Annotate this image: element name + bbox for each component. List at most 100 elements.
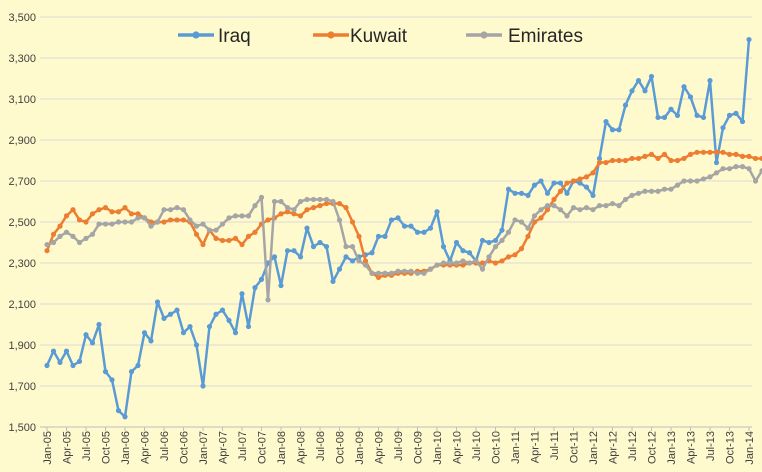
data-point-emirates [349,244,356,250]
data-point-emirates [473,258,479,264]
data-point-kuwait [232,235,239,241]
data-point-emirates [616,203,622,209]
data-point-kuwait [707,149,713,155]
x-tick-label: Apr-05 [62,431,74,464]
data-point-kuwait [50,231,57,237]
data-point-kuwait [460,262,466,268]
x-tick-label: Jan-12 [588,431,600,465]
x-tick-label: Apr-06 [140,431,152,464]
data-point-emirates [141,215,148,221]
data-point-emirates [538,207,544,213]
data-point-kuwait [89,211,96,217]
data-point-iraq [427,225,434,231]
data-point-emirates [603,203,609,209]
x-tick-label: Jan-06 [120,431,132,465]
data-point-iraq [349,258,356,264]
data-point-emirates [661,186,668,192]
data-point-emirates [76,239,83,246]
data-point-kuwait [219,237,226,244]
data-point-iraq [726,112,733,118]
data-point-emirates [161,207,167,213]
data-point-emirates [577,207,583,213]
data-point-kuwait [349,219,356,225]
data-point-emirates [89,231,96,237]
data-point-emirates [629,192,635,198]
data-point-emirates [707,174,713,180]
data-point-iraq [557,180,564,186]
x-tick-label: Jan-08 [276,431,288,465]
data-point-emirates [193,223,200,229]
data-point-emirates [655,188,661,194]
data-point-emirates [583,205,590,211]
data-point-kuwait [746,153,752,159]
data-point-kuwait [681,155,687,162]
data-point-emirates [369,270,375,276]
data-point-kuwait [518,246,525,252]
legend-item-kuwait: Kuwait [313,26,408,47]
data-point-iraq [245,323,252,330]
data-point-emirates [245,213,252,219]
data-point-emirates [460,258,466,264]
data-point-emirates [232,213,239,219]
data-point-iraq [109,377,115,383]
data-point-kuwait [655,155,661,162]
series-emirates [44,164,762,303]
data-point-emirates [525,225,531,231]
data-point-iraq [544,190,551,196]
data-point-iraq [193,342,200,348]
data-point-emirates [154,219,161,225]
data-point-emirates [343,244,349,250]
x-tick-label: Jan-05 [42,431,54,465]
data-point-iraq [538,178,544,184]
data-point-iraq [63,348,70,354]
data-point-kuwait [193,231,200,237]
data-point-iraq [317,239,323,246]
data-point-emirates [388,270,395,276]
data-point-emirates [50,239,57,246]
x-tick-label: Jul-11 [549,431,561,460]
x-tick-label: Jul-10 [471,431,483,461]
x-tick-label: Jul-07 [237,431,249,461]
x-axis-tick-labels: Jan-05 Apr-05 Jul-05 Oct-05 Jan-06 Apr-06 Jul-… [42,427,756,465]
data-point-iraq [57,359,63,366]
data-point-kuwait [726,151,733,157]
data-point-emirates [102,221,109,227]
data-point-iraq [206,323,213,330]
data-point-emirates [479,266,486,272]
data-point-kuwait [122,205,128,211]
data-point-kuwait [226,237,232,244]
data-point-emirates [226,215,232,221]
data-point-kuwait [297,213,304,219]
data-point-iraq [174,307,180,313]
data-point-iraq [414,229,421,235]
data-point-emirates [356,258,362,264]
y-axis-tick-labels: 1,500 1,700 1,900 2,100 2,300 2,500 2,700 2,900… [8,12,36,434]
data-point-iraq [252,285,258,291]
data-point-kuwait [583,174,590,180]
data-point-emirates [304,196,310,203]
data-point-emirates [310,196,317,203]
legend-item-iraq: Iraq [178,26,251,47]
data-point-kuwait [356,233,362,239]
data-point-emirates [434,262,440,268]
data-point-iraq [141,330,148,336]
data-point-emirates [674,182,681,188]
y-tick-label: 1,700 [8,381,36,393]
data-point-emirates [564,213,570,219]
data-point-iraq [271,254,278,260]
x-tick-label: Apr-09 [374,431,386,464]
data-point-emirates [375,270,382,276]
data-point-iraq [401,223,408,229]
data-point-kuwait [362,258,369,264]
data-point-kuwait [317,203,323,209]
data-point-kuwait [239,241,245,248]
y-tick-label: 2,300 [8,258,36,270]
y-tick-label: 3,100 [8,94,36,106]
data-point-iraq [161,315,167,321]
data-point-iraq [89,340,96,346]
data-point-iraq [382,233,388,239]
data-point-emirates [213,227,219,233]
data-point-kuwait [616,157,622,164]
data-point-emirates [427,266,434,272]
data-point-emirates [291,207,297,213]
